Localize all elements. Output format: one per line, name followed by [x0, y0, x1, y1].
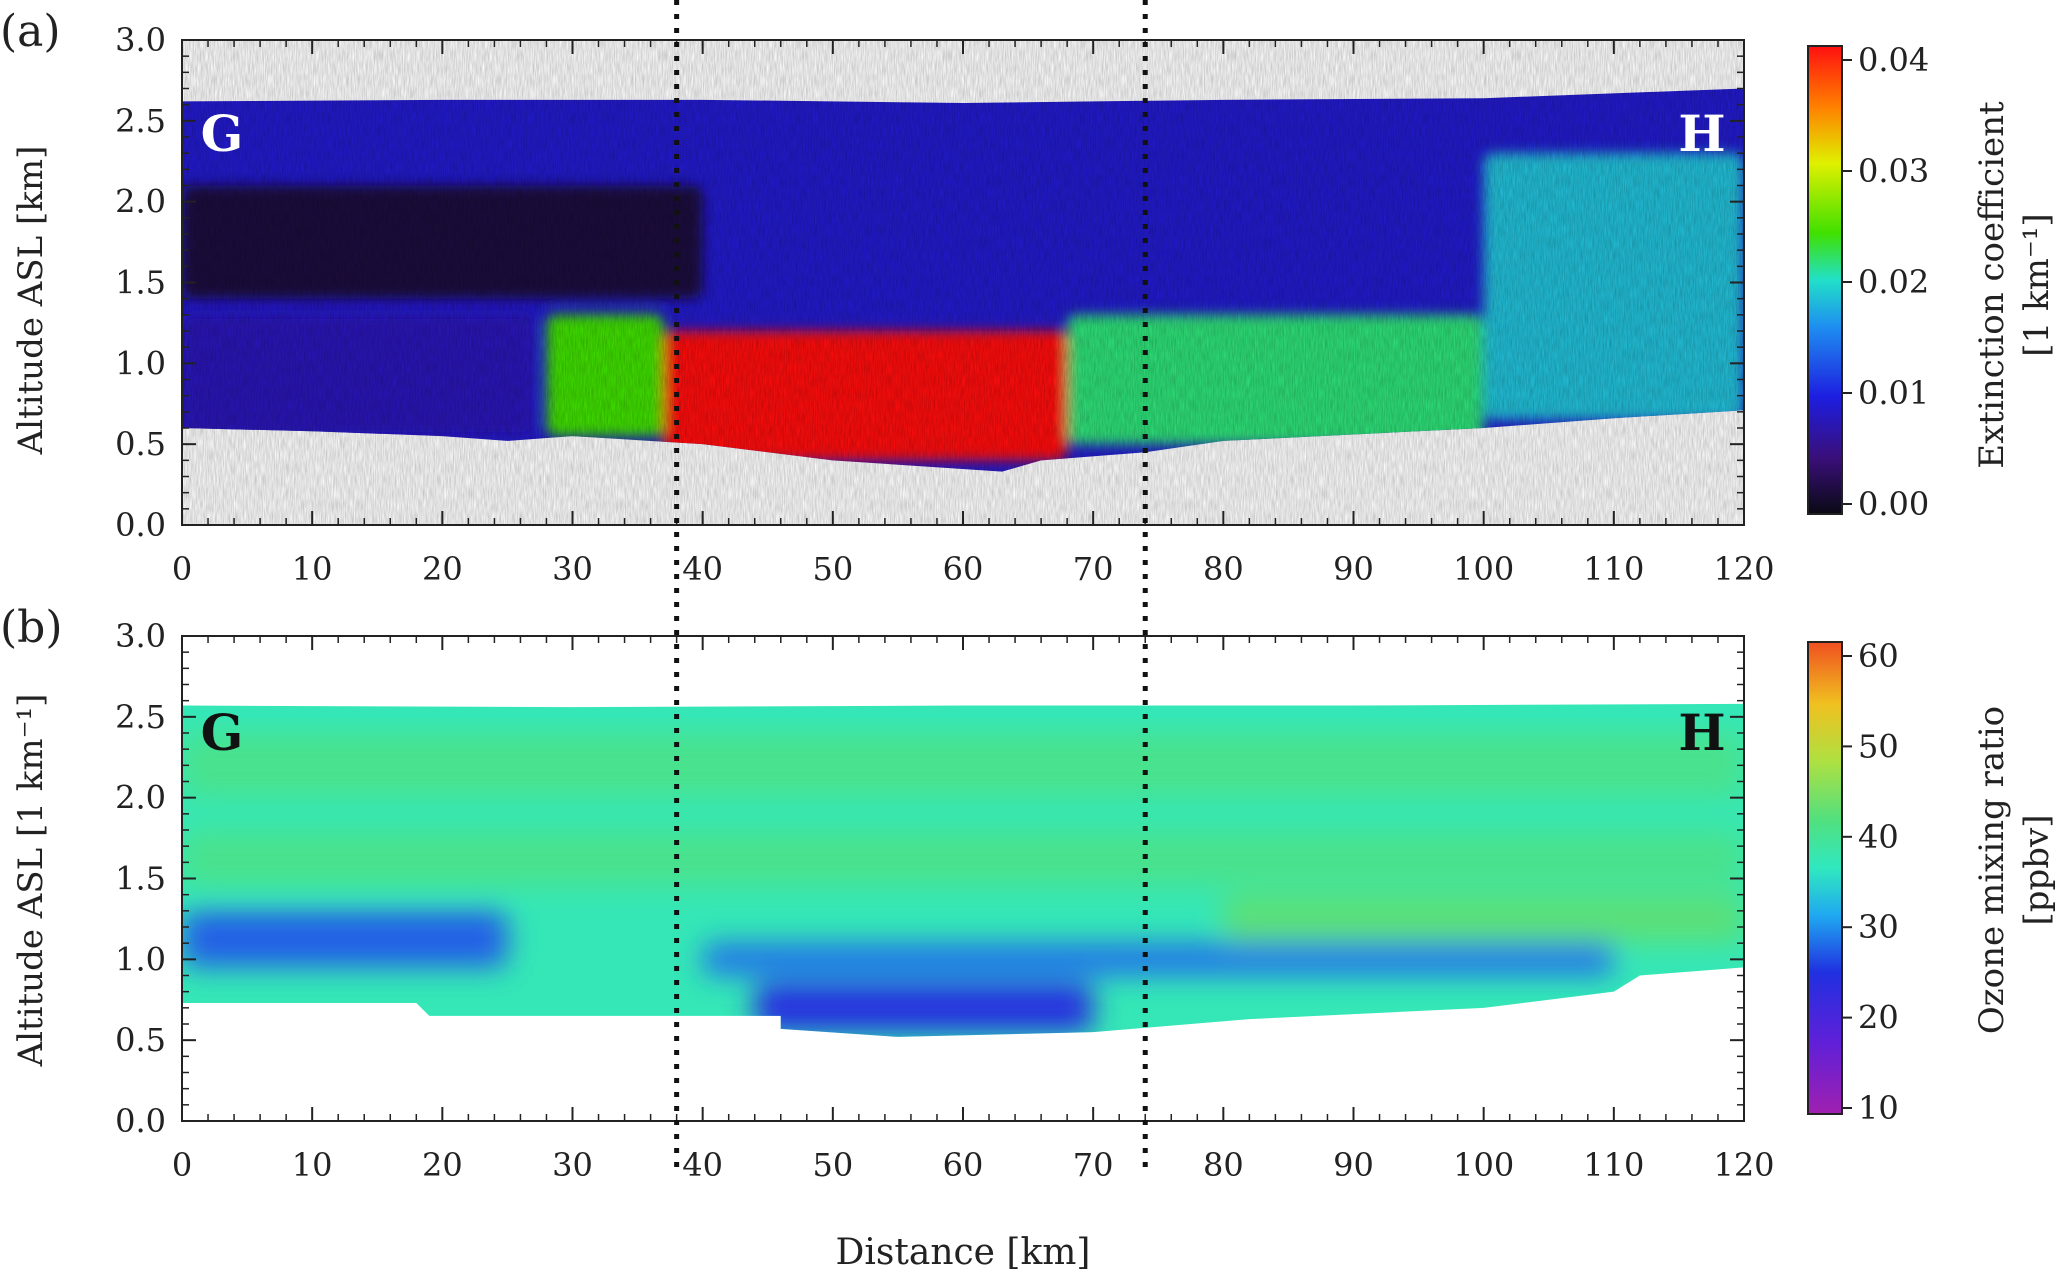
colorbar-b	[1807, 641, 1843, 1115]
y-tick-label: 2.5	[115, 102, 166, 140]
colorbar-tick-label: 0.01	[1858, 374, 1929, 412]
plot-frame-b	[181, 635, 1745, 1122]
colorbar-a	[1807, 45, 1843, 515]
axes-a: 0 10 20 30 40 50 60 70 80 90 100 110 120 0.0 0.5 1.0 1.5…	[115, 21, 1774, 588]
x-tick-label: 110	[1583, 1146, 1644, 1184]
y-tick-label: 1.0	[115, 344, 166, 382]
x-tick-label: 30	[552, 1146, 593, 1184]
y-tick-label: 2.0	[115, 779, 166, 817]
x-tick-label: 110	[1583, 550, 1644, 588]
x-tick-label: 30	[552, 550, 593, 588]
x-tick-label: 100	[1453, 1146, 1514, 1184]
y-tick-label: 0.5	[115, 1021, 166, 1059]
y-axis-label-a: Altitude ASL [km]	[11, 146, 51, 456]
panel-b: 0 10 20 30 40 50 60 70 80 90 100 110 120 0.0 0.5 1.0 1.5…	[0, 602, 2057, 1184]
colorbar-tick-label: 60	[1858, 637, 1899, 675]
colorbar-tick-label: 10	[1858, 1089, 1899, 1127]
field-cell-0	[182, 733, 1744, 798]
field-cell-2	[182, 910, 508, 968]
x-tick-label: 70	[1073, 550, 1114, 588]
x-axis-label: Distance [km]	[836, 1232, 1091, 1273]
x-tick-label: 40	[682, 550, 723, 588]
colorbar-label-b-line2: [ppbv]	[2017, 814, 2057, 925]
x-tick-label: 70	[1073, 1146, 1114, 1184]
x-tick-label: 10	[292, 1146, 333, 1184]
colorbar-tick-label: 50	[1858, 727, 1899, 765]
x-tick-label: 0	[172, 1146, 192, 1184]
y-tick-label: 1.5	[115, 264, 166, 302]
point-h-label-a: H	[1678, 104, 1725, 163]
colorbar-tick-label: 0.03	[1858, 152, 1929, 190]
panel-label-a: (a)	[0, 6, 61, 57]
field-cell-4	[754, 983, 1094, 1033]
x-tick-label: 10	[292, 550, 333, 588]
y-tick-label: 3.0	[115, 21, 166, 59]
colorbar-label-a-line1: Extinction coefficient	[1972, 101, 2012, 469]
field-cell-5	[1223, 894, 1744, 944]
y-tick-label: 0.5	[115, 425, 166, 463]
y-tick-label: 0.0	[115, 1102, 166, 1140]
y-tick-label: 2.5	[115, 698, 166, 736]
colorbar-label-a-line2: [1 km⁻¹]	[2017, 213, 2057, 356]
x-tick-label: 0	[172, 550, 192, 588]
y-tick-label: 2.0	[115, 183, 166, 221]
x-tick-label: 120	[1713, 1146, 1774, 1184]
colorbar-ticks-a: 0.00 0.01 0.02 0.03 0.04	[1842, 41, 1929, 523]
field-body	[182, 703, 1744, 1037]
x-tick-label: 40	[682, 1146, 723, 1184]
y-tick-label: 1.5	[115, 860, 166, 898]
y-tick-label: 0.0	[115, 506, 166, 544]
x-tick-label: 90	[1333, 1146, 1374, 1184]
x-tick-label: 80	[1203, 550, 1244, 588]
colorbar-label-b-line1: Ozone mixing ratio	[1972, 706, 2012, 1034]
colorbar-ticks-b: 10 20 30 40 50 60	[1842, 637, 1899, 1127]
point-h-label-b: H	[1678, 703, 1725, 762]
field-cell-3	[702, 943, 1614, 976]
y-tick-label: 1.0	[115, 940, 166, 978]
extinction-texture	[182, 40, 1744, 525]
x-tick-label: 60	[943, 550, 984, 588]
x-tick-label: 50	[812, 550, 853, 588]
colorbar-tick-label: 0.02	[1858, 263, 1929, 301]
x-tick-label: 90	[1333, 550, 1374, 588]
point-g-label-a: G	[201, 104, 244, 163]
field-cell-1	[182, 830, 1744, 887]
y-tick-label: 3.0	[115, 617, 166, 655]
x-tick-label: 120	[1713, 550, 1774, 588]
point-g-label-b: G	[201, 703, 244, 762]
x-tick-label: 80	[1203, 1146, 1244, 1184]
colorbar-tick-label: 40	[1858, 818, 1899, 856]
ozone-field	[182, 703, 1744, 1037]
x-tick-label: 60	[943, 1146, 984, 1184]
x-tick-label: 20	[422, 550, 463, 588]
y-axis-label-b: Altitude ASL [1 km⁻¹]	[11, 694, 51, 1068]
x-tick-label: 20	[422, 1146, 463, 1184]
colorbar-tick-label: 20	[1858, 999, 1899, 1037]
panel-a: 0 10 20 30 40 50 60 70 80 90 100 110 120 0.0 0.5 1.0 1.5…	[0, 6, 2057, 588]
field-cells	[182, 733, 1744, 1033]
colorbar-tick-label: 30	[1858, 908, 1899, 946]
axes-b: 0 10 20 30 40 50 60 70 80 90 100 110 120 0.0 0.5 1.0 1.5…	[115, 617, 1774, 1184]
colorbar-tick-label: 0.00	[1858, 485, 1929, 523]
plot-frame-a	[181, 39, 1745, 526]
colorbar-tick-label: 0.04	[1858, 41, 1929, 79]
panel-label-b: (b)	[0, 602, 63, 653]
x-tick-label: 100	[1453, 550, 1514, 588]
x-tick-label: 50	[812, 1146, 853, 1184]
